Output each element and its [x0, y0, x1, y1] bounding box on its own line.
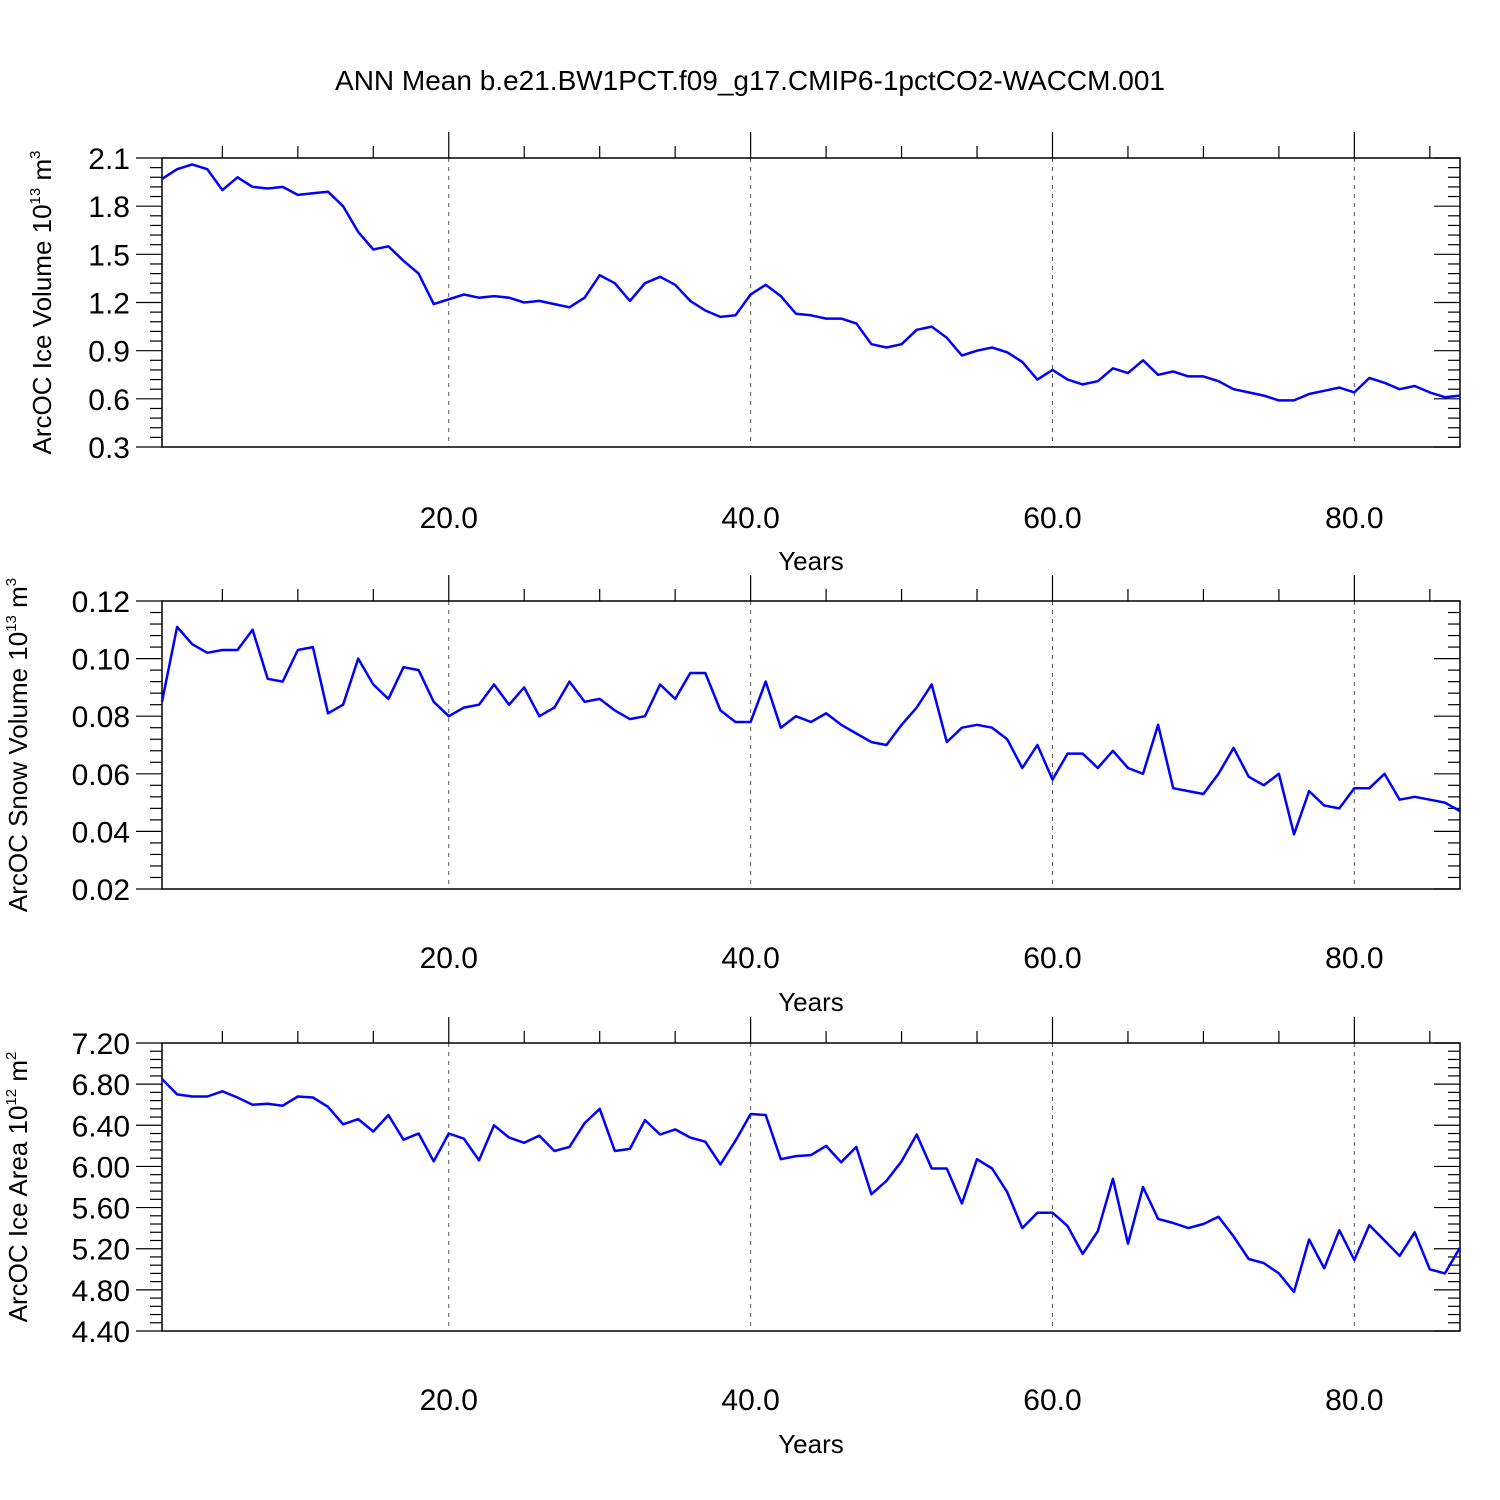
plot-frame: [161, 600, 1461, 890]
x-tick-label: 80.0: [1325, 502, 1383, 535]
x-tick-label: 40.0: [721, 942, 779, 975]
x-tick-label: 60.0: [1023, 942, 1081, 975]
y-tick-label: 7.20: [72, 1028, 130, 1061]
x-tick-label: 40.0: [721, 502, 779, 535]
series-line: [161, 1078, 1462, 1294]
y-axis-label: ArcOC Ice Volume 1013 m3: [27, 151, 57, 455]
y-tick-label: 0.3: [88, 432, 130, 465]
x-tick-label: 80.0: [1325, 1384, 1383, 1417]
panel-ice-area: 4.40 4.80 5.20 5.60 6.00 6.40 6.80 7.20 20.0 40.0…: [3, 1017, 1462, 1459]
x-tick-label: 60.0: [1023, 502, 1081, 535]
y-tick-label: 0.6: [88, 384, 130, 417]
y-axis-label: ArcOC Ice Area 1012 m2: [3, 1052, 33, 1323]
plot-frame: [161, 157, 1461, 448]
y-tick-label: 6.00: [72, 1151, 130, 1184]
y-tick-label: 4.80: [72, 1275, 130, 1308]
x-axis-label: Years: [778, 546, 844, 576]
y-tick-label: 5.20: [72, 1234, 130, 1267]
series-line: [160, 625, 1461, 836]
series-line: [161, 163, 1461, 402]
y-tick-label: 1.8: [88, 191, 130, 224]
y-tick-label: 0.9: [88, 336, 130, 369]
tick-marks: [136, 575, 1460, 890]
x-axis-label: Years: [778, 1429, 844, 1459]
y-tick-label: 0.06: [72, 759, 130, 792]
x-axis-label: Years: [778, 987, 844, 1017]
y-tick-label: 2.1: [88, 143, 130, 176]
panel-ice-volume: 0.3 0.6 0.9 1.2 1.5 1.8 2.1 20.0 40.0 60.0 80.0 Yea…: [27, 132, 1461, 576]
tick-marks: [136, 1017, 1460, 1332]
x-tick-label: 40.0: [721, 1384, 779, 1417]
y-tick-label: 0.02: [72, 874, 130, 907]
tick-marks: [136, 132, 1460, 448]
y-tick-label: 4.40: [72, 1316, 130, 1349]
y-tick-label: 5.60: [72, 1193, 130, 1226]
y-tick-label: 0.12: [72, 586, 130, 619]
y-tick-label: 1.5: [88, 239, 130, 272]
plot-frame: [161, 1042, 1461, 1332]
y-tick-label: 1.2: [88, 288, 130, 321]
x-tick-label: 20.0: [420, 942, 478, 975]
y-tick-label: 0.08: [72, 701, 130, 734]
y-tick-label: 6.40: [72, 1110, 130, 1143]
x-tick-label: 60.0: [1023, 1384, 1081, 1417]
x-tick-label: 80.0: [1325, 942, 1383, 975]
panel-snow-volume: 0.02 0.04 0.06 0.08 0.10 0.12 20.0 40.0 60.0 80.0…: [3, 575, 1461, 1017]
y-axis-label: ArcOC Snow Volume 1013 m3: [3, 578, 33, 912]
chart-title: ANN Mean b.e21.BW1PCT.f09_g17.CMIP6-1pct…: [335, 65, 1165, 96]
y-tick-label: 0.04: [72, 816, 130, 849]
y-tick-label: 0.10: [72, 644, 130, 677]
x-tick-label: 20.0: [420, 502, 478, 535]
x-tick-label: 20.0: [420, 1384, 478, 1417]
y-tick-label: 6.80: [72, 1069, 130, 1102]
